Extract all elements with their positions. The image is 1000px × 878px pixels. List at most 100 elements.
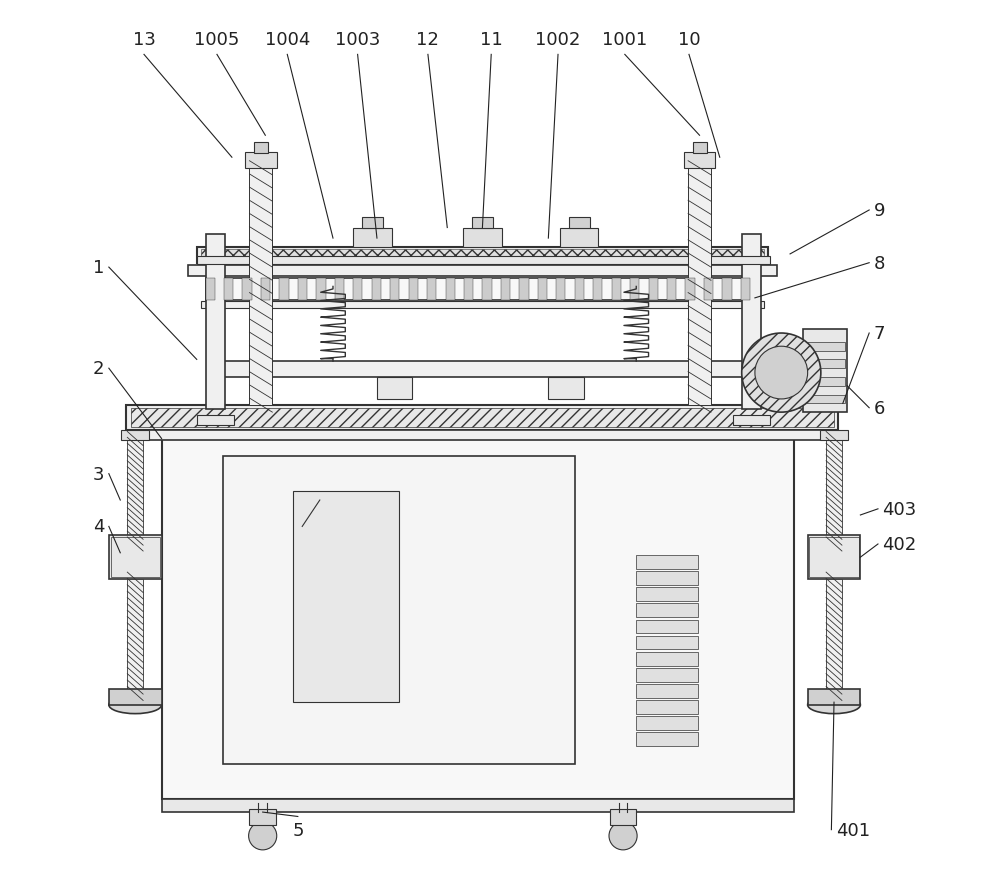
Bar — [806, 360, 845, 369]
Circle shape — [477, 234, 488, 244]
Bar — [127, 579, 143, 694]
Bar — [298, 278, 307, 300]
Bar — [826, 439, 842, 544]
Bar — [704, 278, 713, 300]
Bar — [560, 228, 598, 248]
Circle shape — [742, 334, 821, 413]
Circle shape — [609, 822, 637, 850]
Bar — [612, 278, 621, 300]
Text: 7: 7 — [874, 325, 885, 342]
Text: 11: 11 — [480, 31, 503, 48]
Bar — [688, 169, 711, 406]
Text: 1004: 1004 — [265, 31, 310, 48]
Bar — [224, 278, 233, 300]
Bar — [316, 278, 326, 300]
Bar — [820, 430, 848, 441]
Bar — [636, 716, 698, 730]
Text: 401: 401 — [836, 821, 870, 838]
Bar — [693, 143, 707, 154]
Bar — [556, 278, 565, 300]
Bar — [636, 684, 698, 698]
Bar — [501, 278, 510, 300]
Bar — [427, 278, 436, 300]
Bar — [261, 278, 270, 300]
Bar — [685, 278, 695, 300]
Circle shape — [367, 234, 378, 244]
Bar — [684, 153, 715, 169]
Bar — [126, 406, 838, 430]
Circle shape — [755, 347, 808, 399]
Bar — [806, 378, 845, 386]
Circle shape — [574, 234, 584, 244]
Bar — [636, 652, 698, 666]
Bar — [649, 278, 658, 300]
Text: 402: 402 — [882, 536, 917, 553]
Bar — [808, 689, 860, 705]
Text: 1003: 1003 — [335, 31, 380, 48]
Bar — [242, 278, 252, 300]
Bar — [667, 278, 676, 300]
Text: 8: 8 — [874, 255, 885, 272]
Bar — [809, 537, 859, 578]
Ellipse shape — [808, 696, 860, 714]
Bar — [610, 810, 636, 825]
Bar — [636, 556, 698, 569]
Bar — [362, 218, 383, 228]
Bar — [201, 249, 764, 262]
Bar — [111, 537, 160, 578]
Bar — [741, 278, 750, 300]
Circle shape — [249, 822, 277, 850]
Bar — [826, 579, 842, 694]
Bar — [131, 408, 834, 428]
Bar — [636, 668, 698, 682]
Text: 1005: 1005 — [194, 31, 240, 48]
Bar — [162, 430, 794, 799]
Bar — [249, 169, 272, 406]
Bar — [127, 439, 143, 544]
Bar — [630, 278, 639, 300]
Bar — [538, 278, 547, 300]
Text: 3: 3 — [93, 465, 104, 483]
Text: 4: 4 — [93, 518, 104, 536]
Bar — [293, 492, 399, 702]
Bar — [464, 278, 473, 300]
Bar — [569, 218, 590, 228]
Bar — [206, 278, 215, 300]
Bar — [390, 278, 399, 300]
Bar — [472, 218, 493, 228]
Bar — [636, 701, 698, 714]
Bar — [109, 689, 162, 705]
Text: 5: 5 — [292, 821, 304, 838]
Bar — [636, 636, 698, 650]
Text: 9: 9 — [874, 202, 885, 220]
Bar — [636, 604, 698, 617]
Text: 10: 10 — [678, 31, 700, 48]
Bar — [372, 278, 381, 300]
Bar — [206, 234, 225, 410]
Bar — [245, 153, 277, 169]
Bar — [636, 572, 698, 586]
Bar — [109, 536, 162, 579]
Bar — [636, 587, 698, 601]
Bar — [353, 228, 392, 248]
Bar — [482, 278, 492, 300]
Ellipse shape — [109, 696, 162, 714]
Bar — [197, 248, 768, 263]
Bar — [254, 143, 268, 154]
Text: 12: 12 — [416, 31, 439, 48]
Bar — [636, 620, 698, 634]
Bar — [742, 234, 761, 410]
Bar — [733, 415, 770, 426]
Bar — [214, 362, 751, 378]
Bar — [803, 329, 847, 413]
Bar — [808, 536, 860, 579]
Bar — [722, 278, 732, 300]
Bar — [806, 342, 845, 351]
Bar — [806, 395, 845, 404]
Bar — [519, 278, 529, 300]
Text: 1001: 1001 — [602, 31, 647, 48]
Bar — [206, 278, 759, 300]
Bar — [335, 278, 344, 300]
Text: 6: 6 — [874, 399, 885, 417]
Text: 2: 2 — [93, 360, 104, 378]
